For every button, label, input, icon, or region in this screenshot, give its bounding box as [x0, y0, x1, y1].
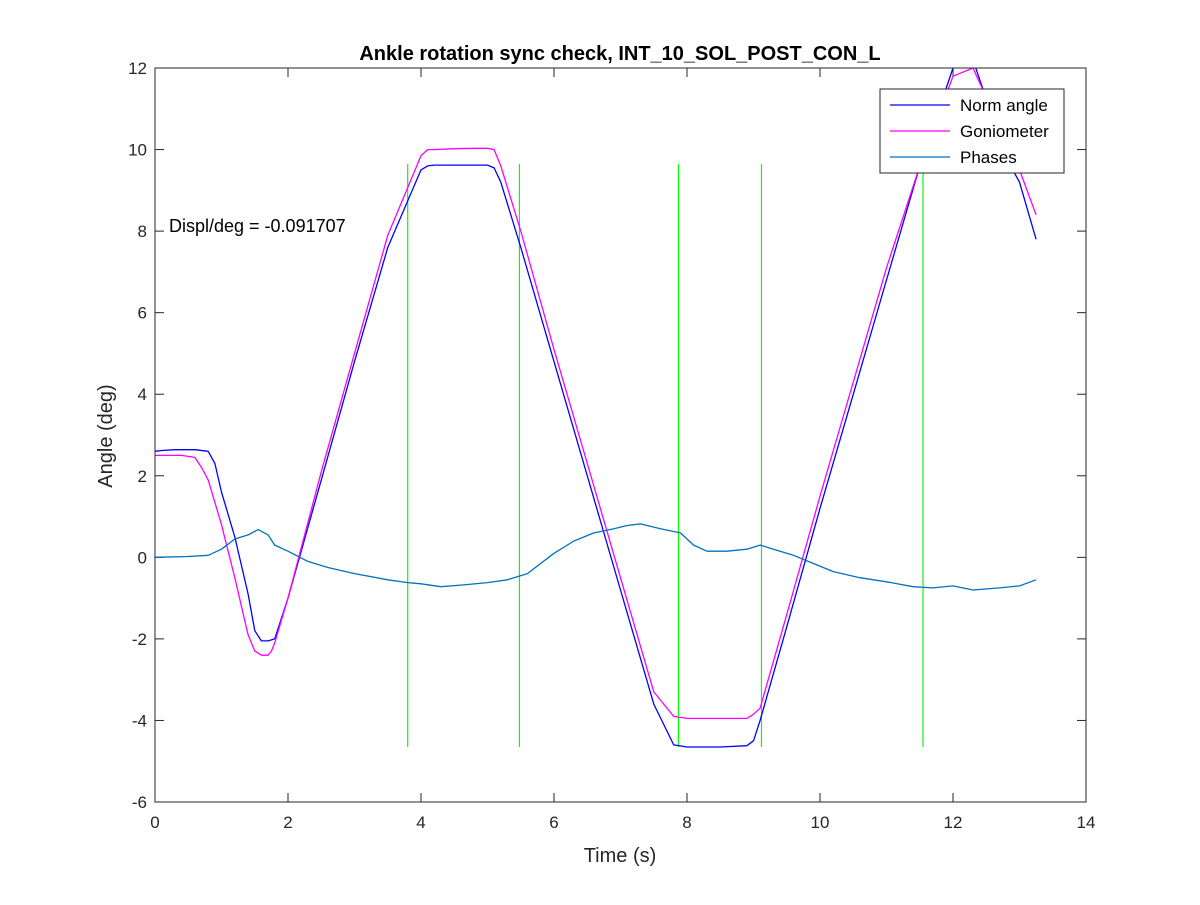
x-tick-label: 10: [811, 813, 830, 832]
x-tick-label: 4: [416, 813, 425, 832]
x-tick-label: 12: [944, 813, 963, 832]
x-tick-label: 6: [549, 813, 558, 832]
y-tick-label: -2: [132, 630, 147, 649]
y-tick-label: -6: [132, 793, 147, 812]
series-line-phases: [155, 523, 1037, 591]
x-axis-label: Time (s): [584, 845, 657, 867]
x-tick-label: 0: [150, 813, 159, 832]
chart-marks: 0 2 4 6 8 10 12 14 -6 -4 -2 0 2 4 6 8 10 12: [128, 59, 1095, 832]
legend-entry-goniometer: Goniometer: [960, 122, 1049, 141]
y-tick-label: 4: [138, 385, 147, 404]
x-tick-label: 2: [283, 813, 292, 832]
chart-title: Ankle rotation sync check, INT_10_SOL_PO…: [359, 43, 880, 65]
y-tick-label: 6: [138, 304, 147, 323]
series-line-goniometer: [155, 68, 1037, 720]
y-tick-label: 0: [138, 548, 147, 567]
y-tick-label: 8: [138, 222, 147, 241]
y-tick-label: -4: [132, 711, 147, 730]
plot-area-frame: [154, 67, 1087, 803]
x-tick-label: 8: [682, 813, 691, 832]
y-axis-label: Angle (deg): [95, 384, 117, 487]
y-tick-label: 12: [128, 59, 147, 78]
y-tick-label: 10: [128, 141, 147, 160]
legend-entry-norm-angle: Norm angle: [960, 96, 1048, 115]
x-tick-label: 14: [1077, 813, 1096, 832]
legend: Norm angle Goniometer Phases: [879, 88, 1065, 174]
y-tick-label: 2: [138, 467, 147, 486]
series-line-norm-angle: [155, 68, 1037, 748]
legend-entry-phases: Phases: [960, 148, 1017, 167]
annotation-displ-deg: Displ/deg = -0.091707: [169, 216, 346, 236]
plot-content: [155, 68, 1037, 748]
